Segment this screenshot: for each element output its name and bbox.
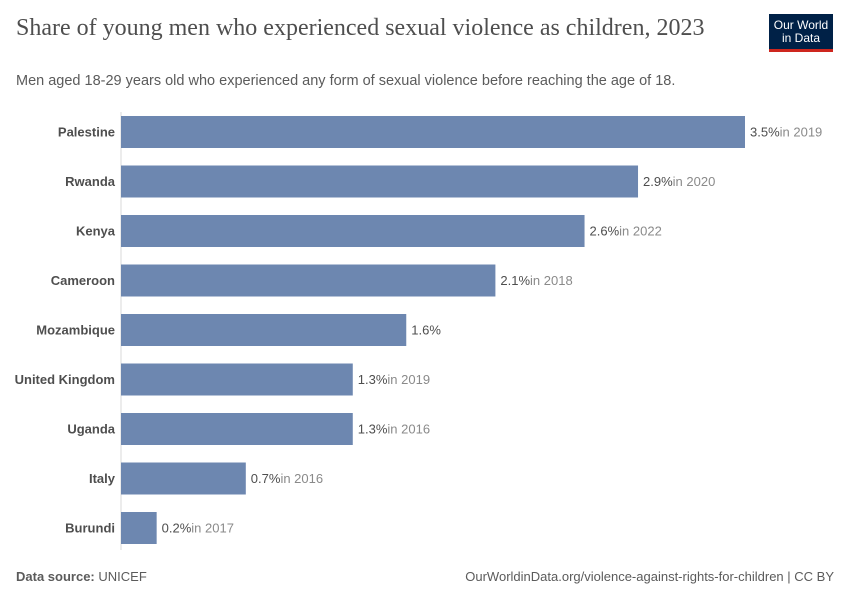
value-text: 1.3%: [358, 372, 388, 387]
bar[interactable]: [121, 165, 639, 198]
category-label: Uganda: [67, 422, 115, 437]
value-text: 1.3%: [358, 422, 388, 437]
owid-logo[interactable]: Our World in Data: [769, 14, 833, 52]
value-label: 2.9%in 2020: [643, 174, 715, 189]
year-note: in 2019: [780, 125, 823, 140]
bar[interactable]: [121, 512, 157, 544]
year-note: in 2018: [530, 273, 573, 288]
category-label: Palestine: [58, 125, 115, 140]
value-label: 1.3%in 2019: [358, 372, 430, 387]
category-label: Kenya: [76, 224, 116, 239]
year-note: in 2017: [191, 521, 234, 536]
category-label: Cameroon: [51, 273, 115, 288]
value-label: 0.7%in 2016: [251, 471, 323, 486]
value-text: 2.6%: [590, 224, 620, 239]
year-note: in 2020: [673, 174, 716, 189]
source-label: Data source:: [16, 569, 95, 584]
bar[interactable]: [121, 363, 353, 396]
category-label: Mozambique: [36, 323, 115, 338]
bar[interactable]: [121, 413, 353, 445]
data-source: Data source: UNICEF: [16, 569, 147, 584]
value-label: 2.1%in 2018: [500, 273, 572, 288]
value-text: 0.2%: [162, 521, 192, 536]
category-label: Italy: [89, 471, 116, 486]
chart-title: Share of young men who experienced sexua…: [16, 15, 705, 41]
bar[interactable]: [121, 116, 745, 148]
value-label: 1.3%in 2016: [358, 422, 430, 437]
value-label: 3.5%in 2019: [750, 125, 822, 140]
value-label: 2.6%in 2022: [590, 224, 662, 239]
year-note: in 2022: [619, 224, 662, 239]
source-value[interactable]: UNICEF: [98, 569, 147, 584]
value-label: 0.2%in 2017: [162, 521, 234, 536]
value-text: 2.9%: [643, 174, 673, 189]
category-label: Burundi: [65, 521, 115, 536]
value-text: 1.6%: [411, 323, 441, 338]
bar[interactable]: [121, 215, 585, 247]
value-text: 2.1%: [500, 273, 530, 288]
bar[interactable]: [121, 264, 496, 297]
category-label: United Kingdom: [15, 372, 115, 387]
year-note: in 2019: [387, 372, 430, 387]
value-label: 1.6%: [411, 323, 441, 338]
chart-subtitle: Men aged 18-29 years old who experienced…: [16, 73, 676, 89]
bar[interactable]: [121, 462, 246, 495]
logo-text: Our World in Data: [773, 17, 829, 45]
value-text: 0.7%: [251, 471, 281, 486]
bar[interactable]: [121, 314, 407, 346]
year-note: in 2016: [387, 422, 430, 437]
category-label: Rwanda: [65, 174, 116, 189]
footer-url[interactable]: OurWorldinData.org/violence-against-righ…: [465, 569, 834, 584]
year-note: in 2016: [280, 471, 323, 486]
value-text: 3.5%: [750, 125, 780, 140]
